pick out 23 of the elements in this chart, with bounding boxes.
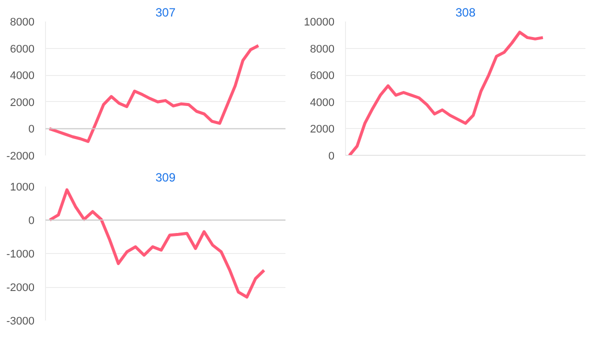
y-tick-label: 0 [328,150,335,162]
y-tick-label: -2000 [6,150,35,162]
line-series [48,44,260,143]
y-tick-label: 0 [28,124,35,136]
y-tick-label: 4000 [10,70,35,82]
y-tick-label: -3000 [6,316,35,328]
y-tick-label: 8000 [10,16,35,28]
chart-title: 307 [155,6,176,20]
y-tick-label: 0 [28,215,35,227]
y-tick-label: 6000 [310,70,335,82]
y-tick-label: 1000 [10,182,35,194]
y-tick-label: 10000 [304,16,335,28]
y-tick-label: -2000 [6,282,35,294]
line-series [348,30,544,156]
y-tick-label: 2000 [10,96,35,109]
line-series [48,188,266,299]
chart-title: 309 [155,170,176,184]
y-tick-label: -1000 [6,248,35,260]
y-tick-label: 8000 [310,43,335,56]
y-tick-label: 2000 [310,124,335,136]
y-tick-label: 4000 [310,96,335,109]
y-tick-label: 6000 [10,43,35,56]
chart-title: 308 [455,6,476,20]
